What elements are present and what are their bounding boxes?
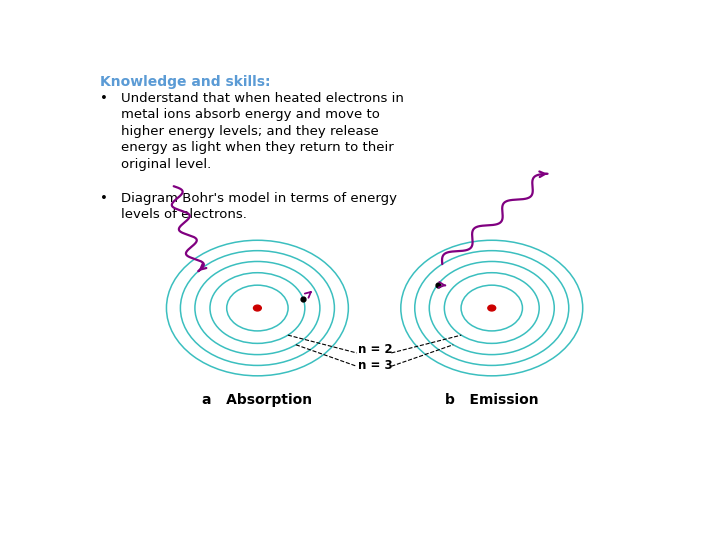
Text: a   Absorption: a Absorption (202, 393, 312, 407)
Text: n = 2: n = 2 (359, 343, 393, 356)
Text: Diagram Bohr's model in terms of energy
levels of electrons.: Diagram Bohr's model in terms of energy … (121, 192, 397, 221)
Text: Understand that when heated electrons in
metal ions absorb energy and move to
hi: Understand that when heated electrons in… (121, 92, 404, 171)
Circle shape (253, 305, 261, 311)
Circle shape (488, 305, 495, 311)
Text: •: • (100, 92, 108, 105)
Text: b   Emission: b Emission (445, 393, 539, 407)
Text: •: • (100, 192, 108, 205)
Text: n = 3: n = 3 (359, 359, 393, 372)
Text: Knowledge and skills:: Knowledge and skills: (100, 75, 271, 89)
